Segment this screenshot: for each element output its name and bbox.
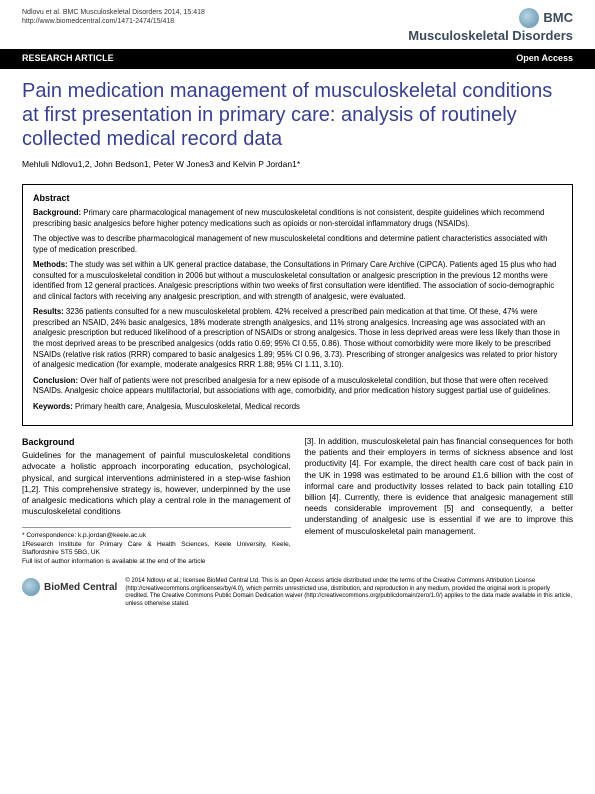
left-column: Background Guidelines for the management… <box>22 436 291 566</box>
affiliation-1: 1Research Institute for Primary Care & H… <box>22 541 291 558</box>
right-column: [3]. In addition, musculoskeletal pain h… <box>305 436 574 566</box>
footnotes: * Correspondence: k.p.jordan@keele.ac.uk… <box>22 527 291 566</box>
keywords-label: Keywords: <box>33 402 73 411</box>
article-title: Pain medication management of musculoske… <box>0 69 595 157</box>
license-text: © 2014 Ndlovu et al.; licensee BioMed Ce… <box>125 578 573 608</box>
methods-label: Methods: <box>33 260 68 269</box>
journal-name: Musculoskeletal Disorders <box>408 28 573 45</box>
abstract-methods: Methods: The study was set within a UK g… <box>33 260 562 302</box>
background-label: Background: <box>33 208 81 217</box>
open-access-label: Open Access <box>516 53 573 65</box>
citation-url: http://www.biomedcentral.com/1471-2474/1… <box>22 17 205 26</box>
journal-logo-top: BMC <box>408 8 573 28</box>
footer-logo: BioMed Central <box>22 578 117 596</box>
abstract-box: Abstract Background: Primary care pharma… <box>22 184 573 426</box>
results-label: Results: <box>33 307 64 316</box>
keywords-text: Primary health care, Analgesia, Musculos… <box>73 402 300 411</box>
conclusion-text: Over half of patients were not prescribe… <box>33 376 550 396</box>
footer-logo-text: BioMed Central <box>44 581 117 594</box>
correspondence: * Correspondence: k.p.jordan@keele.ac.uk <box>22 532 291 540</box>
authors: Mehluli Ndlovu1,2, John Bedson1, Peter W… <box>0 157 595 180</box>
abstract-results: Results: 3236 patients consulted for a n… <box>33 307 562 370</box>
citation-text: Ndlovu et al. BMC Musculoskeletal Disord… <box>22 8 205 17</box>
abstract-background2: The objective was to describe pharmacolo… <box>33 234 562 255</box>
abstract-keywords: Keywords: Primary health care, Analgesia… <box>33 402 562 413</box>
article-type: RESEARCH ARTICLE <box>22 53 114 65</box>
abstract-heading: Abstract <box>33 193 562 205</box>
background-heading: Background <box>22 436 291 448</box>
affiliation-more: Full list of author information is avail… <box>22 558 291 566</box>
methods-text: The study was set within a UK general pr… <box>33 260 556 301</box>
conclusion-label: Conclusion: <box>33 376 78 385</box>
article-type-bar: RESEARCH ARTICLE Open Access <box>0 49 595 69</box>
logo-circle-icon <box>519 8 539 28</box>
left-column-text: Guidelines for the management of painful… <box>22 450 291 517</box>
citation-block: Ndlovu et al. BMC Musculoskeletal Disord… <box>22 8 205 26</box>
header: Ndlovu et al. BMC Musculoskeletal Disord… <box>0 0 595 49</box>
background-text: Primary care pharmacological management … <box>33 208 544 228</box>
journal-logo: BMC Musculoskeletal Disorders <box>408 8 573 45</box>
journal-prefix: BMC <box>543 10 573 27</box>
abstract-conclusion: Conclusion: Over half of patients were n… <box>33 376 562 397</box>
body-columns: Background Guidelines for the management… <box>0 436 595 566</box>
right-column-text: [3]. In addition, musculoskeletal pain h… <box>305 436 574 537</box>
results-text: 3236 patients consulted for a new muscul… <box>33 307 560 369</box>
footer-logo-circle-icon <box>22 578 40 596</box>
footer: BioMed Central © 2014 Ndlovu et al.; lic… <box>0 572 595 616</box>
abstract-background: Background: Primary care pharmacological… <box>33 208 562 229</box>
